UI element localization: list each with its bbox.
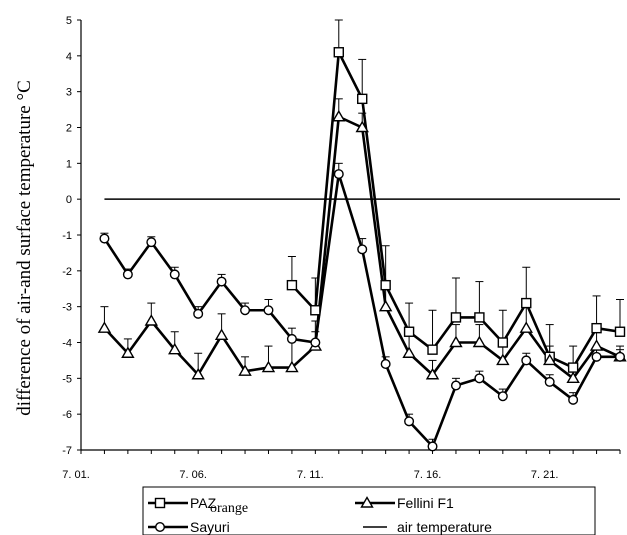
y-tick-label: -7 (62, 445, 72, 457)
point-sayuri (474, 373, 485, 384)
point-fellini-f1 (589, 339, 604, 351)
point-fellini-f1 (402, 346, 416, 358)
y-axis-title: difference of air-and surface temperatur… (14, 80, 35, 416)
point-sayuri (240, 305, 251, 316)
plot-area: 5 4 3 2 1 0 -1 -2 -3 -4 -5 -6 -7 7. 01. 7. 06. 7. 11. 7.… (62, 15, 621, 481)
legend-marker-sayuri (154, 522, 165, 533)
point-sayuri (169, 269, 180, 280)
x-tick-label: 7. 06. (179, 469, 207, 481)
point-fellini-f1 (191, 367, 205, 380)
point-paz (357, 93, 368, 105)
point-fellini-f1 (332, 109, 346, 122)
y-tick-label: -4 (62, 338, 72, 350)
point-paz (380, 279, 391, 291)
point-sayuri (427, 441, 438, 452)
legend-label-fellini-f1: Fellini F1 (397, 495, 454, 511)
legend-marker-paz (154, 497, 166, 509)
x-tick-label: 7. 11. (297, 469, 324, 481)
x-tick-label: 7. 21. (531, 469, 559, 481)
legend-label-air-temperature: air temperature (397, 519, 492, 535)
y-tick-label: 5 (66, 15, 72, 27)
point-paz (286, 279, 298, 291)
y-tick-label: -1 (62, 230, 72, 242)
point-sayuri (544, 376, 555, 387)
y-tick-label: -3 (62, 302, 72, 314)
point-sayuri (615, 351, 626, 362)
series-line-sayuri (103, 172, 620, 448)
y-tick-label: 1 (66, 158, 72, 170)
point-paz (614, 326, 626, 337)
point-fellini-f1 (168, 342, 182, 355)
point-fellini-f1 (519, 321, 533, 333)
point-fellini-f1 (449, 335, 463, 348)
point-fellini-f1 (121, 346, 135, 358)
point-paz (474, 312, 485, 323)
point-sayuri (263, 305, 274, 316)
point-sayuri (380, 359, 391, 370)
point-paz (427, 344, 438, 355)
point-fellini-f1 (542, 353, 557, 366)
y-tick-label: 4 (66, 51, 72, 63)
point-sayuri (521, 355, 532, 366)
point-sayuri (568, 394, 579, 405)
point-sayuri (216, 276, 227, 287)
point-sayuri (333, 169, 344, 180)
point-paz (333, 47, 344, 58)
point-paz (521, 297, 532, 309)
point-fellini-f1 (261, 360, 276, 373)
legend-label-sayuri: Sayuri (190, 519, 230, 535)
point-fellini-f1 (97, 321, 112, 333)
point-fellini-f1 (355, 120, 369, 133)
y-tick-label: -6 (62, 409, 72, 421)
point-fellini-f1 (472, 335, 487, 348)
legend-label-paz: PAZ (190, 495, 217, 511)
legend-note-paz: orange (210, 501, 248, 516)
x-tick-label: 7. 01. (62, 469, 90, 481)
point-fellini-f1 (214, 328, 229, 341)
legend-marker-fellini-f1 (360, 496, 374, 508)
point-fellini-f1 (144, 314, 159, 326)
point-sayuri (310, 337, 321, 348)
point-sayuri (146, 237, 157, 248)
point-fellini-f1 (566, 371, 580, 384)
point-fellini-f1 (378, 299, 393, 312)
point-sayuri (122, 269, 133, 280)
point-sayuri (193, 308, 204, 319)
point-sayuri (591, 351, 602, 362)
series-markers (97, 47, 627, 452)
point-sayuri (404, 416, 415, 427)
y-tick-label: -2 (62, 266, 72, 278)
point-fellini-f1 (496, 353, 510, 366)
point-fellini-f1 (238, 364, 252, 376)
point-fellini-f1 (285, 360, 299, 373)
point-sayuri (497, 391, 508, 402)
point-paz (310, 305, 321, 316)
point-sayuri (450, 380, 461, 391)
x-tick-label: 7. 16. (414, 469, 442, 481)
point-sayuri (286, 333, 297, 344)
y-tick-label: -5 (62, 373, 72, 385)
point-paz (567, 362, 579, 373)
y-tick-label: 2 (66, 123, 72, 135)
point-paz (497, 337, 509, 348)
y-tick-label: 3 (66, 87, 72, 99)
point-fellini-f1 (425, 367, 440, 380)
y-tick-label: 0 (66, 194, 72, 206)
point-paz (403, 326, 415, 337)
point-paz (450, 312, 462, 323)
point-sayuri (357, 244, 368, 255)
point-sayuri (99, 233, 110, 244)
point-paz (591, 322, 602, 334)
